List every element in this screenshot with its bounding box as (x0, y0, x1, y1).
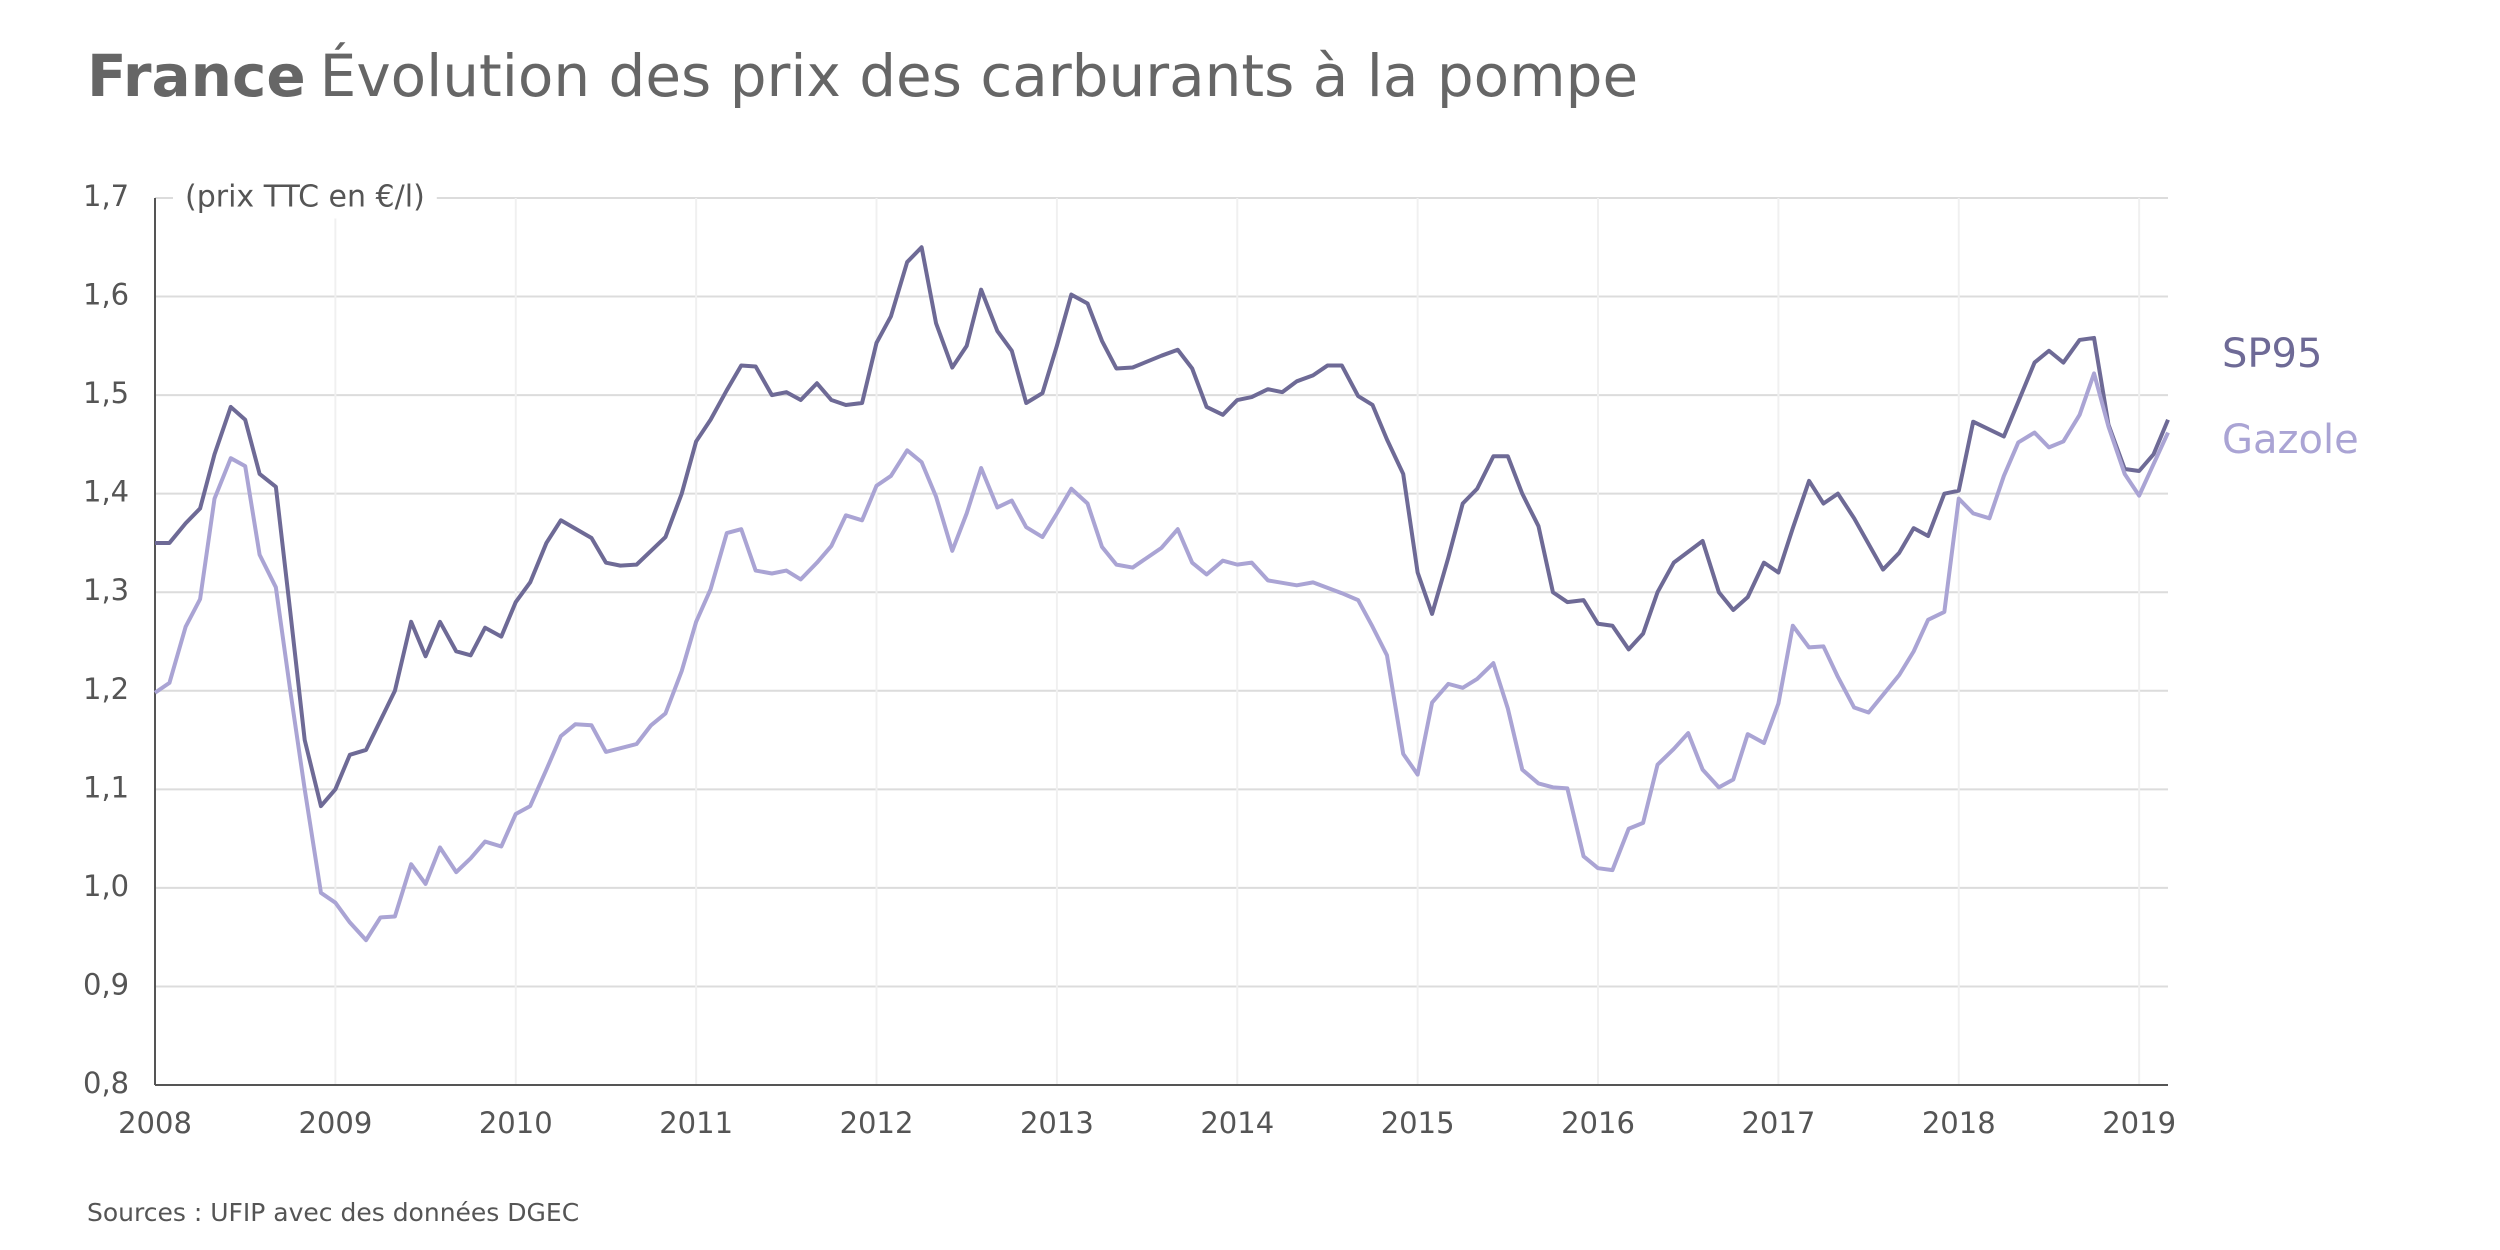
grid (154, 197, 2168, 1086)
x-tick-label: 2009 (298, 1106, 372, 1140)
lines (153, 245, 2170, 943)
y-tick-label: 0,8 (83, 1066, 129, 1100)
y-tick-label: 1,2 (83, 672, 129, 706)
x-tick-label: 2010 (479, 1106, 553, 1140)
title-text: Évolution des prix des carburants à la p… (320, 41, 1638, 110)
y-tick-label: 1,4 (83, 475, 129, 509)
x-tick-label: 2018 (1922, 1106, 1996, 1140)
y-tick-label: 1,6 (83, 278, 129, 312)
y-tick-label: 1,1 (83, 770, 129, 804)
y-tick-label: 1,5 (83, 376, 129, 410)
y-tick-label: 0,9 (83, 967, 129, 1001)
unit-label: (prix TTC en €/l) (185, 180, 425, 215)
legend-label: SP95 (2222, 331, 2322, 377)
chart-title: France Évolution des prix des carburants … (87, 41, 1638, 110)
y-tick-label: 1,7 (83, 179, 129, 213)
series-line (153, 371, 2170, 943)
x-tick-label: 2012 (840, 1106, 914, 1140)
unit-label-bg (173, 175, 437, 219)
series-line (155, 245, 2170, 809)
labels: 0,8 0,9 1,0 1,1 1,2 1,3 1,4 1,5 1,6 1,7 2008 2009 20… (83, 175, 2359, 1140)
x-tick-label: 2017 (1741, 1106, 1815, 1140)
source: Sources : UFIP avec des données DGEC (87, 1198, 579, 1227)
x-tick-label: 2015 (1381, 1106, 1455, 1140)
x-tick-label: 2016 (1561, 1106, 1635, 1140)
y-tick-label: 1,0 (83, 869, 129, 903)
x-tick-label: 2014 (1200, 1106, 1274, 1140)
title-bold: France (87, 42, 306, 110)
x-tick-label: 2008 (118, 1106, 192, 1140)
x-tick-label: 2011 (659, 1106, 733, 1140)
x-tick-label: 2013 (1020, 1106, 1094, 1140)
x-tick-label: 2019 (2102, 1106, 2176, 1140)
legend-label: Gazole (2222, 417, 2359, 463)
y-tick-label: 1,3 (83, 573, 129, 607)
